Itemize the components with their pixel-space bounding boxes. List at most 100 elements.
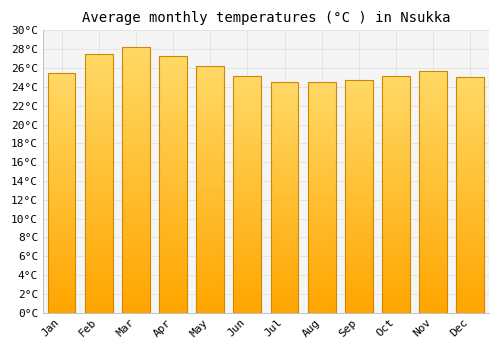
Bar	[196, 241, 224, 244]
Bar	[48, 272, 76, 274]
Bar	[308, 211, 336, 214]
Bar	[308, 310, 336, 313]
Bar	[270, 151, 298, 154]
Bar	[270, 82, 298, 84]
Bar	[196, 271, 224, 273]
Bar	[456, 223, 484, 225]
Bar	[196, 165, 224, 167]
Bar	[308, 156, 336, 158]
Bar	[122, 50, 150, 53]
Bar	[308, 228, 336, 230]
Bar	[419, 279, 447, 281]
Bar	[419, 233, 447, 235]
Bar	[85, 126, 112, 129]
Bar	[122, 148, 150, 151]
Bar	[270, 292, 298, 294]
Bar	[382, 78, 410, 80]
Bar	[122, 215, 150, 217]
Bar	[456, 180, 484, 183]
Bar	[382, 166, 410, 168]
Bar	[48, 286, 76, 289]
Bar	[308, 186, 336, 188]
Bar	[308, 135, 336, 138]
Bar	[270, 287, 298, 289]
Bar	[234, 113, 262, 116]
Bar	[308, 195, 336, 197]
Bar	[308, 82, 336, 84]
Bar	[456, 147, 484, 150]
Bar	[85, 256, 112, 258]
Bar	[48, 145, 76, 147]
Bar	[419, 119, 447, 122]
Bar	[270, 177, 298, 179]
Bar	[122, 244, 150, 246]
Bar	[234, 282, 262, 284]
Bar	[122, 289, 150, 292]
Bar	[382, 111, 410, 113]
Bar	[234, 149, 262, 152]
Bar	[48, 306, 76, 308]
Bar	[234, 310, 262, 313]
Bar	[85, 295, 112, 297]
Bar	[382, 270, 410, 272]
Bar	[48, 157, 76, 159]
Bar	[382, 248, 410, 251]
Bar	[122, 257, 150, 260]
Bar	[159, 205, 187, 207]
Bar	[308, 278, 336, 280]
Bar	[48, 161, 76, 164]
Bar	[159, 94, 187, 97]
Bar	[85, 219, 112, 222]
Bar	[122, 167, 150, 169]
Bar	[345, 106, 373, 108]
Bar	[456, 114, 484, 117]
Bar	[456, 218, 484, 220]
Bar	[234, 277, 262, 279]
Bar	[382, 182, 410, 185]
Bar	[85, 93, 112, 95]
Bar	[85, 201, 112, 204]
Bar	[85, 98, 112, 100]
Bar	[196, 303, 224, 305]
Bar	[345, 150, 373, 152]
Bar	[234, 218, 262, 220]
Bar	[419, 284, 447, 286]
Bar	[85, 191, 112, 194]
Bar	[308, 112, 336, 114]
Bar	[270, 98, 298, 100]
Bar	[345, 141, 373, 143]
Bar	[308, 142, 336, 145]
Bar	[196, 256, 224, 258]
Bar	[234, 170, 262, 173]
Bar	[48, 202, 76, 205]
Bar	[48, 258, 76, 260]
Bar	[85, 77, 112, 80]
Bar	[456, 284, 484, 287]
Bar	[196, 180, 224, 182]
Bar	[85, 181, 112, 183]
Bar	[308, 262, 336, 264]
Bar	[196, 150, 224, 153]
Bar	[48, 99, 76, 102]
Bar	[419, 105, 447, 107]
Bar	[382, 76, 410, 313]
Bar	[308, 216, 336, 218]
Bar	[382, 106, 410, 109]
Bar	[345, 183, 373, 185]
Bar	[456, 162, 484, 164]
Bar	[48, 140, 76, 142]
Bar	[48, 152, 76, 154]
Bar	[345, 157, 373, 159]
Bar	[48, 270, 76, 272]
Bar	[234, 296, 262, 299]
Bar	[456, 214, 484, 216]
Bar	[345, 80, 373, 83]
Bar	[419, 182, 447, 184]
Bar	[270, 260, 298, 262]
Bar	[456, 230, 484, 232]
Bar	[48, 130, 76, 133]
Bar	[159, 151, 187, 153]
Bar	[456, 103, 484, 105]
Bar	[48, 149, 76, 152]
Bar	[85, 287, 112, 289]
